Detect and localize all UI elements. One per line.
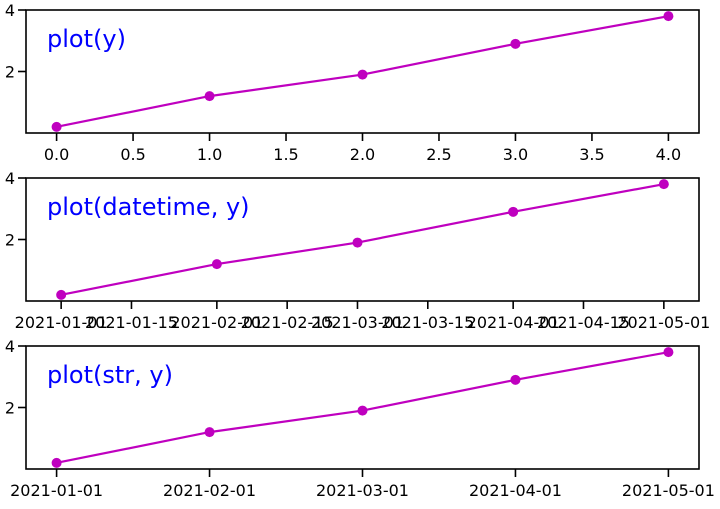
x-tick-label: 1.5	[273, 145, 298, 164]
subplot-title: plot(y)	[47, 25, 126, 53]
x-tick-label: 2021-01-01	[10, 481, 103, 500]
x-tick-label: 1.0	[197, 145, 222, 164]
data-point	[663, 347, 674, 358]
data-point	[357, 405, 368, 416]
data-point	[211, 259, 222, 270]
x-tick-label: 2021-03-15	[381, 313, 474, 332]
subplot-3: 2021-01-01 2021-02-01 2021-03-01 2021-04-01…	[5, 337, 715, 500]
data-point	[663, 11, 674, 22]
x-tick-label: 2021-02-01	[170, 313, 263, 332]
data-point	[204, 427, 215, 438]
x-tick-label: 2021-05-01	[617, 313, 710, 332]
subplot-2: 2021-01-012021-01-152021-02-012021-02-15…	[5, 169, 711, 332]
x-tick-label: 2021-03-01	[311, 313, 404, 332]
y-tick-label: 2	[5, 231, 15, 250]
x-tick-label: 3.0	[503, 145, 528, 164]
x-tick-label: 2021-02-15	[241, 313, 334, 332]
x-tick-label: 2021-04-01	[467, 313, 560, 332]
y-tick-label: 4	[5, 169, 15, 188]
data-point	[352, 237, 363, 248]
data-point	[658, 179, 669, 190]
y-tick-label: 4	[5, 337, 15, 356]
y-tick-label: 2	[5, 399, 15, 418]
subplot-1: 0.0 0.5 1.0 1.5 2.0 2.5 3.0 3.5 4.0 2 4 plot(y)	[5, 1, 700, 164]
data-point	[56, 289, 67, 300]
x-tick-label: 2021-01-15	[85, 313, 178, 332]
x-tick-label: 0.0	[44, 145, 69, 164]
data-point	[508, 206, 519, 217]
x-tick-label: 2.5	[426, 145, 451, 164]
data-point	[204, 91, 215, 102]
y-tick-label: 4	[5, 1, 15, 20]
x-tick-label: 2021-04-15	[537, 313, 630, 332]
x-tick-label: 2021-04-01	[469, 481, 562, 500]
x-tick-label: 3.5	[579, 145, 604, 164]
data-point	[510, 38, 521, 49]
subplot-title: plot(str, y)	[47, 361, 173, 389]
x-tick-label: 2021-01-01	[15, 313, 108, 332]
data-point	[51, 121, 62, 132]
data-point	[357, 69, 368, 80]
x-tick-label: 4.0	[656, 145, 681, 164]
x-tick-label: 2021-02-01	[163, 481, 256, 500]
x-tick-label: 2021-05-01	[622, 481, 715, 500]
data-point	[510, 374, 521, 385]
data-point	[51, 457, 62, 468]
x-tick-label: 2021-03-01	[316, 481, 409, 500]
x-tick-label: 0.5	[120, 145, 145, 164]
x-tick-label: 2.0	[350, 145, 375, 164]
y-tick-label: 2	[5, 63, 15, 82]
subplot-title: plot(datetime, y)	[47, 193, 250, 221]
